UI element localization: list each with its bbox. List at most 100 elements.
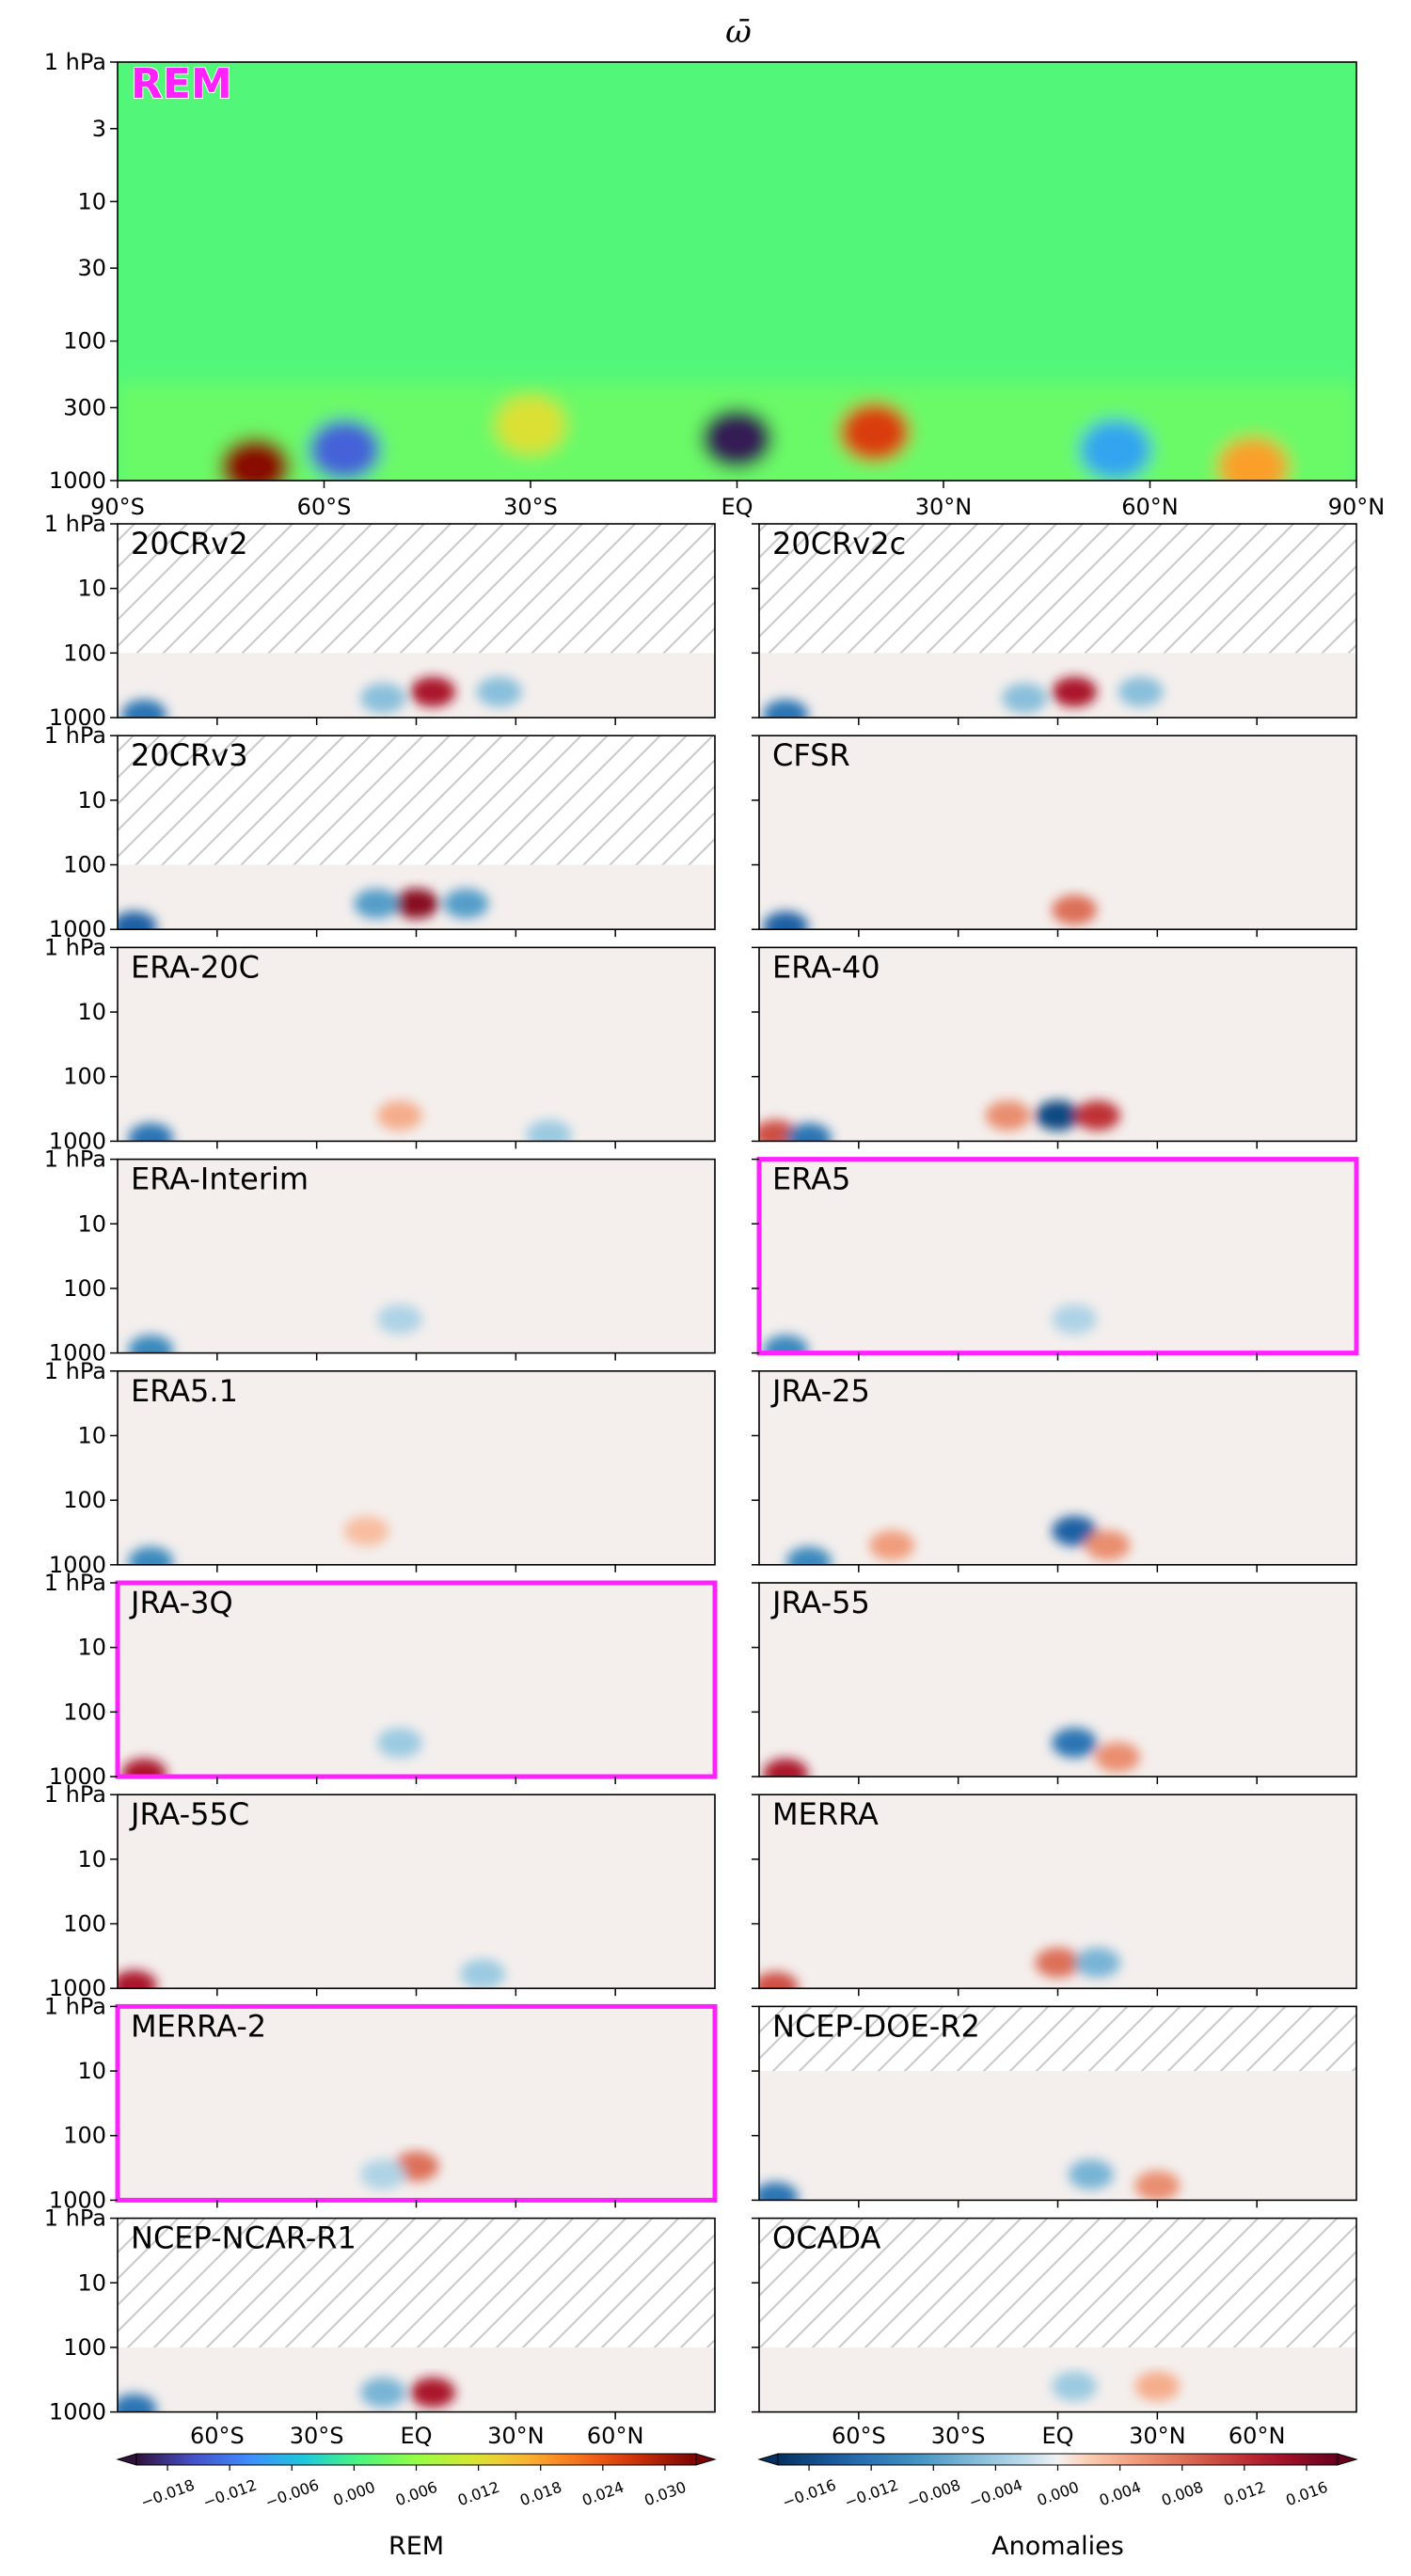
x-tick-label: 60°S [297,494,352,520]
x-tick-label: 60°N [587,2423,644,2449]
y-tick-label: 1000 [49,1763,106,1790]
no-data-hatch [759,2218,1356,2347]
y-tick-label: 10 [77,1422,106,1448]
field-anomaly-blob [219,436,292,481]
panel-label: MERRA [772,1796,879,1832]
colorbar-tick-label: 0.006 [393,2478,440,2510]
x-tick-label: EQ [721,494,753,520]
colorbar-tick-label: 0.030 [642,2478,689,2510]
field-anomaly-blob [1052,894,1098,925]
field-anomaly-blob [128,1546,174,1565]
panel-era5-1: 1 hPa 10 100 1000 ERA5.1 [44,1358,716,1578]
colorbar-extend-max [695,2453,717,2466]
field-anomaly-blob [410,676,456,707]
y-tick-label: 1000 [49,704,106,731]
figure-title: ω̄ [725,13,752,51]
panel-label: ERA5.1 [131,1373,238,1409]
no-data-hatch [118,735,715,865]
x-tick-label: 30°S [503,494,558,520]
y-tick-label: 100 [63,1699,106,1725]
field-anomaly-blob [118,2394,157,2412]
panel-merra-2: 1 hPa 10 100 1000 MERRA-2 [44,1993,718,2213]
y-tick-label: 1 hPa [44,1781,106,1808]
x-tick-label: EQ [1041,2423,1073,2449]
field-anomaly-blob [759,2182,799,2201]
x-tick-label: 30°S [931,2423,986,2449]
field-anomaly-blob [354,888,400,919]
y-tick-label: 1 hPa [44,49,106,75]
panel-label: ERA-Interim [131,1162,309,1197]
x-tick-label: 60°N [1121,494,1179,520]
field-anomaly-blob [759,1971,799,1989]
field-anomaly-blob [376,1304,422,1335]
field-background [759,735,1356,930]
field-anomaly-blob [1134,2171,1181,2201]
field-anomaly-blob [309,419,381,481]
y-tick-label: 1000 [49,916,106,942]
colorbars: 60°S 30°S EQ 30°N 60°N−0.018 −0.012 −0.006 0.00… [116,2423,1358,2561]
panel-label: MERRA-2 [131,2008,266,2044]
colorbar-tick-label: −0.012 [842,2475,900,2511]
x-tick-label: 30°N [1129,2423,1186,2449]
no-data-hatch [118,524,715,654]
colorbar-extend-min [116,2453,137,2466]
field-anomaly-blob [118,1970,157,1989]
colorbar-tick-label: 0.000 [331,2478,378,2510]
field-anomaly-blob [1068,2159,1114,2190]
field-anomaly-blob [869,1530,915,1561]
y-tick-label: 1000 [49,1975,106,2001]
panel-20crv2: 1 hPa 10 100 1000 20CRv2 [44,511,716,731]
y-tick-label: 10 [77,2269,106,2296]
panel-label: JRA-55 [770,1585,870,1620]
panel-jra-25: JRA-25 [752,1370,1357,1572]
x-tick-label: 60°N [1229,2423,1286,2449]
colorbar-label: Anomalies [991,2532,1124,2561]
field-anomaly-blob [701,408,773,469]
panel-jra-55: JRA-55 [752,1582,1357,1784]
field-anomaly-blob [343,1515,389,1546]
field-background [118,1370,715,1565]
x-tick-label: 60°S [832,2423,886,2449]
colorbar-extend-max [1337,2453,1358,2466]
y-tick-label: 10 [77,999,106,1025]
field-anomaly-blob [1052,676,1098,707]
field-anomaly-blob [1085,1530,1131,1561]
panel-jra-3q: 1 hPa 10 100 1000 JRA-3Q [44,1570,718,1790]
field-background [118,1794,715,1989]
x-tick-label: 30°S [290,2423,344,2449]
y-tick-label: 10 [77,787,106,814]
colorbar-tick-label: 0.012 [1221,2478,1268,2510]
field-anomaly-blob [763,1758,809,1777]
panel-label: 20CRv2 [131,526,248,561]
y-tick-label: 100 [63,1911,106,1937]
y-tick-label: 100 [63,2123,106,2149]
field-anomaly-blob [785,1123,832,1142]
field-anomaly-blob [360,683,406,714]
panel-label: REM [131,60,232,108]
panel-label: JRA-25 [770,1373,870,1409]
field-anomaly-blob [1095,1742,1140,1773]
y-tick-label: 1 hPa [44,1358,106,1384]
y-tick-label: 100 [63,1487,106,1513]
panel-label: OCADA [772,2220,881,2256]
colorbar-tick-label: −0.006 [262,2475,321,2511]
field-anomaly-blob [1074,1947,1120,1978]
y-tick-label: 1000 [49,467,106,494]
field-anomaly-blob [376,1100,422,1131]
x-tick-label: 90°N [1328,494,1386,520]
y-tick-label: 1000 [49,2187,106,2213]
panel-merra: MERRA [752,1794,1357,1997]
field-anomaly-blob [495,394,566,455]
y-tick-label: 100 [63,1064,106,1090]
field-anomaly-blob [1002,683,1048,714]
colorbar-gradient [135,2453,697,2466]
panel-jra-55c: 1 hPa 10 100 1000 JRA-55C [44,1781,716,2001]
field-anomaly-blob [838,402,911,463]
panel-era-40: ERA-40 [752,946,1357,1149]
field-anomaly-blob [526,1119,572,1142]
x-tick-label: 90°S [90,494,145,520]
colorbar-tick-label: −0.012 [200,2475,259,2511]
y-tick-label: 10 [77,1210,106,1237]
field-anomaly-blob [128,1123,174,1142]
